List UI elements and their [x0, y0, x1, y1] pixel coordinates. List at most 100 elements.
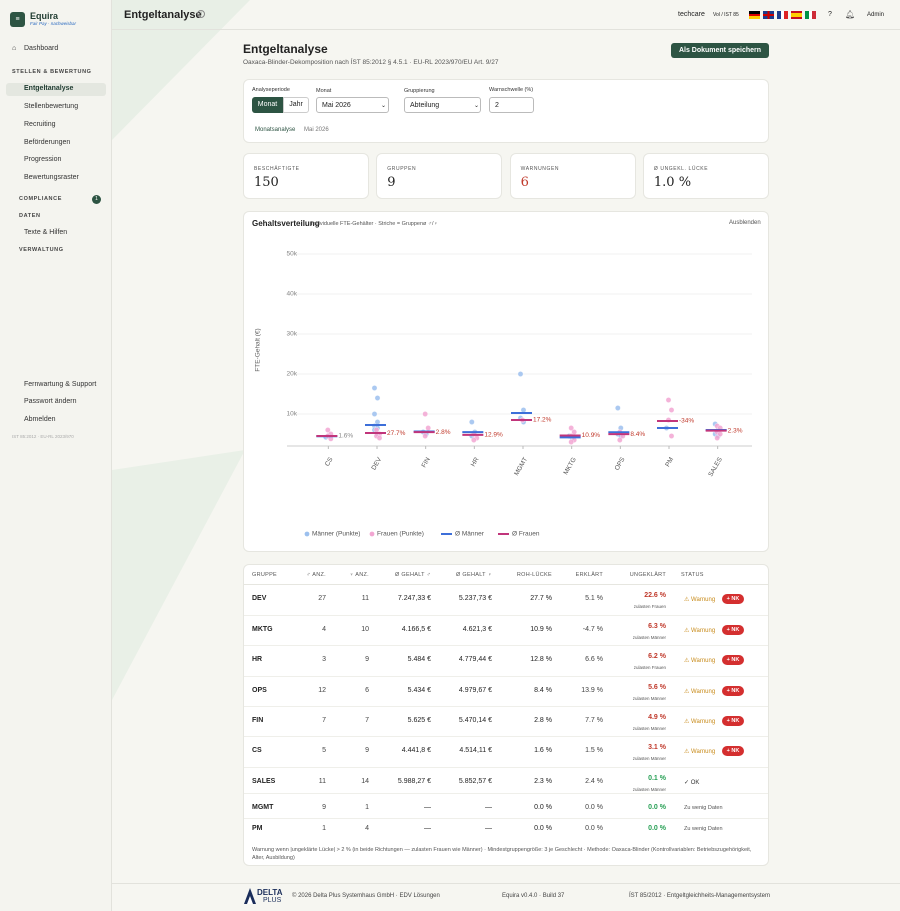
nk-button[interactable]: + NK — [722, 686, 744, 696]
nav-item[interactable]: Recruiting — [24, 121, 56, 128]
table-cell: — — [485, 825, 492, 832]
gap-label: 10.9% — [582, 432, 601, 439]
nav-item[interactable]: Bewertungsraster — [24, 174, 79, 181]
nav-item[interactable]: Dashboard — [24, 45, 59, 52]
copyright: © 2026 Delta Plus Systemhaus GmbH · EDV … — [292, 893, 440, 899]
gap-note: zulasten Männer — [632, 756, 666, 761]
nav-item[interactable]: Entgeltanalyse — [24, 85, 74, 92]
table-cell: 2.4 % — [585, 778, 603, 785]
gap-label: 27.7% — [387, 430, 406, 437]
kpi-card: BESCHÄFTIGTE 150 — [243, 153, 369, 199]
threshold-input[interactable]: 2 — [489, 97, 534, 113]
table-cell: 4.779,44 € — [458, 656, 492, 663]
table-cell: 4.9 % — [648, 714, 666, 721]
table-cell: 5.988,27 € — [397, 778, 431, 785]
table-cell: 3.1 % — [648, 744, 666, 751]
table-cell: 5.6 % — [648, 684, 666, 691]
table-cell: 6 — [365, 687, 369, 694]
header-divider — [244, 584, 768, 585]
table-cell: 2.8 % — [534, 717, 552, 724]
help[interactable]: ? — [828, 11, 832, 18]
nav-section[interactable]: STELLEN & BEWERTUNG — [12, 69, 92, 75]
row-divider — [244, 736, 768, 737]
gap-note: zulasten Frauen — [633, 665, 666, 670]
nav-item[interactable]: Stellenbewertung — [24, 103, 79, 110]
table-cell: OPS — [252, 687, 267, 694]
legend-label: Ø Frauen — [512, 531, 540, 538]
menu-icon[interactable]: ≡ — [10, 12, 25, 27]
table-card — [243, 564, 769, 866]
y-tick-label: 10k — [287, 411, 298, 418]
user[interactable]: Admin — [867, 12, 885, 18]
language-flags[interactable] — [749, 11, 817, 19]
kpi-label: WARNUNGEN — [520, 166, 560, 172]
hide-button[interactable]: Ausblenden — [729, 220, 761, 226]
nav-section[interactable]: DATEN — [19, 213, 41, 219]
nk-button[interactable]: + NK — [722, 625, 744, 635]
table-cell: 5.1 % — [585, 595, 603, 602]
nav-section[interactable]: VERWALTUNG — [19, 247, 64, 253]
x-tick-label: MGMT — [513, 456, 529, 477]
nav-item[interactable]: Beförderungen — [24, 139, 71, 146]
nav-item[interactable]: Passwort ändern — [24, 398, 77, 405]
table-cell: 4.514,11 € — [459, 747, 492, 754]
gap-note: zulasten Männer — [632, 787, 666, 792]
kpi-card: Ø UNGEKL. LÜCKE 1.0 % — [642, 153, 769, 199]
table-cell: MGMT — [252, 804, 274, 811]
table-cell: SALES — [252, 778, 276, 785]
table-cell: 10 — [361, 626, 369, 633]
nav-section[interactable]: COMPLIANCE — [19, 196, 62, 202]
sidebar: ≡ Equira Fair Pay · nachweisbar ⌂ Dashbo… — [0, 0, 112, 911]
nav-item[interactable]: Fernwartung & Support — [24, 381, 97, 388]
row-divider — [244, 767, 768, 768]
column-header: GRUPPE — [252, 572, 278, 578]
tab[interactable]: Monatsanalyse — [255, 127, 296, 133]
salary-point — [517, 371, 524, 377]
system: ÍST 85/2012 · Entgeltgleichheits-Managem… — [629, 893, 770, 899]
gap-note: zulasten Männer — [632, 635, 666, 640]
status: Zu wenig Daten — [684, 805, 723, 811]
nk-button[interactable]: + NK — [722, 655, 744, 665]
build: Equira v0.4.0 · Build 37 — [502, 893, 565, 899]
nk-button[interactable]: + NK — [722, 716, 744, 726]
gap-note: zulasten Frauen — [633, 604, 666, 609]
table-cell: 0.0 % — [585, 825, 603, 832]
info-icon[interactable]: i — [197, 10, 205, 18]
table-cell: 0.0 % — [534, 804, 552, 811]
company: techcare — [678, 11, 705, 18]
legend-label: Männer (Punkte) — [312, 531, 360, 538]
table-cell: 0.0 % — [648, 825, 666, 832]
bell-icon[interactable]: 🔔︎ — [845, 10, 856, 19]
caret: ⌄ — [381, 103, 387, 109]
y-tick-label: 50k — [287, 251, 298, 258]
month-select[interactable]: Mai 2026 — [316, 97, 389, 113]
kpi-card: GRUPPEN 9 — [376, 153, 503, 199]
toggle-option[interactable]: Jahr — [283, 97, 309, 113]
table-cell: 5 — [322, 747, 326, 754]
save-button[interactable]: Als Dokument speichern — [671, 43, 769, 58]
nav-item[interactable]: Texte & Hilfen — [24, 229, 68, 236]
table-cell: 12.8 % — [530, 656, 552, 663]
tab[interactable]: Mai 2026 — [304, 127, 329, 133]
table-cell: 5.852,57 € — [458, 778, 492, 785]
nav-item[interactable]: Abmelden — [24, 416, 56, 423]
table-cell: 7.7 % — [585, 717, 603, 724]
x-tick-label: OPS — [614, 456, 627, 472]
badge: 1 — [92, 195, 101, 204]
gap-label: 12.9% — [484, 432, 503, 439]
table-cell: 1.5 % — [585, 747, 603, 754]
nav-item[interactable]: Progression — [24, 156, 62, 163]
toggle-option[interactable]: Monat — [252, 97, 283, 113]
page-subtitle: Oaxaca-Blinder-Dekomposition nach ÍST 85… — [243, 59, 499, 66]
nk-button[interactable]: + NK — [722, 746, 744, 756]
table-cell: 6.3 % — [648, 623, 666, 630]
salary-point — [422, 433, 428, 439]
table-cell: 4.621,3 € — [462, 626, 492, 633]
status: ⚠ Warnung — [684, 749, 716, 755]
salary-point — [568, 425, 574, 431]
column-header: Ø GEHALT ♂ — [395, 572, 431, 578]
group-select[interactable]: Abteilung — [404, 97, 481, 113]
salary-point — [668, 433, 675, 439]
nk-button[interactable]: + NK — [722, 594, 744, 604]
